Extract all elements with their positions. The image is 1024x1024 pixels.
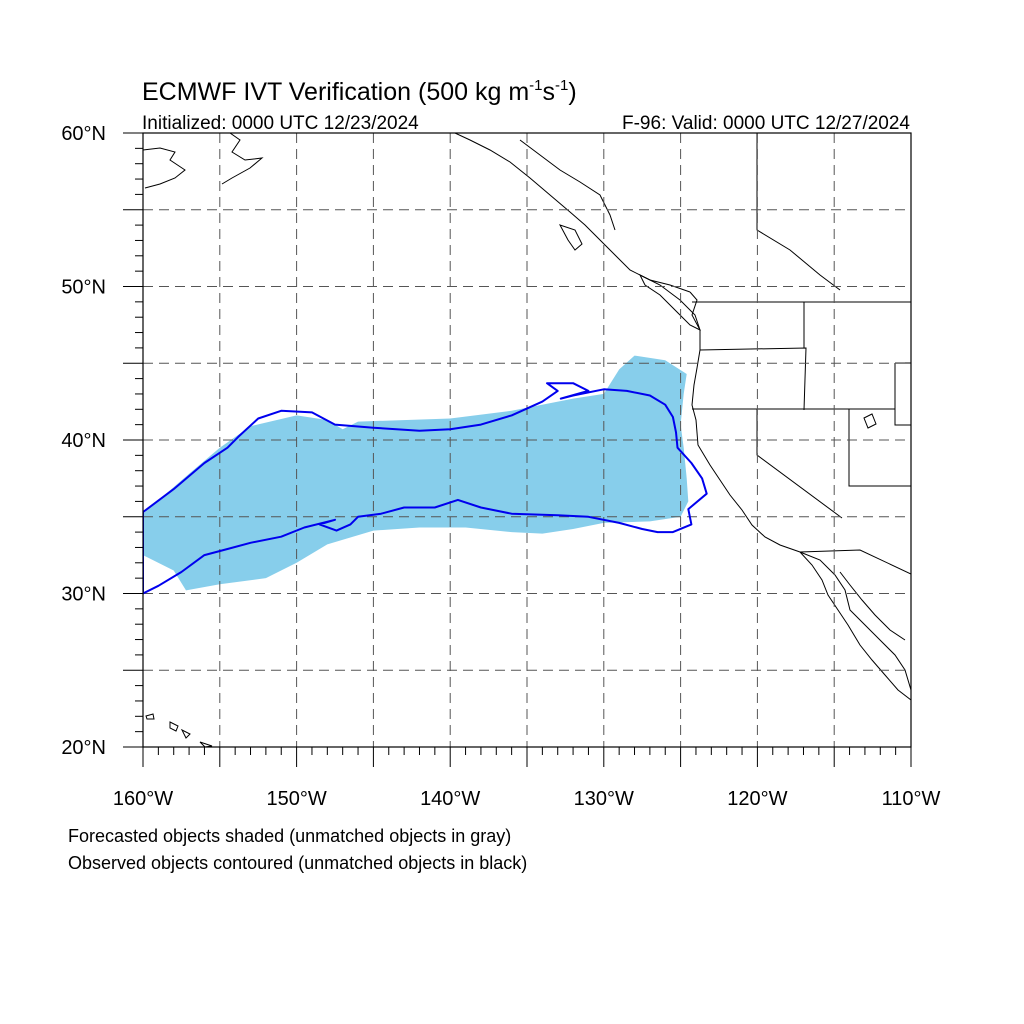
lon-label: 140°W [420,788,480,810]
alaska-peninsula-coast [221,133,264,185]
alaska-coast [143,147,186,189]
coastlines-and-borders [143,133,911,747]
lon-label: 110°W [882,788,941,810]
hawaii-islands [145,713,213,747]
lon-label: 160°W [113,788,173,810]
figure-title: ECMWF IVT Verification (500 kg m-1s-1) [142,77,577,106]
valid-time-subtitle: F-96: Valid: 0000 UTC 12/27/2024 [622,113,910,134]
init-time-subtitle: Initialized: 0000 UTC 12/23/2024 [142,113,419,134]
observed-object-contour [143,382,708,595]
canada-province-border [756,133,841,291]
lon-label: 120°W [727,788,787,810]
us-west-coast [689,291,911,691]
lon-label: 130°W [574,788,634,810]
lat-label: 60°N [61,123,106,145]
washington-oregon-border [699,347,807,411]
gulf-of-california [839,571,906,641]
observed-caption: Observed objects contoured (unmatched ob… [68,853,528,873]
lat-lon-grid [143,133,911,747]
us-mexico-border [799,549,911,575]
lat-label: 40°N [61,430,106,452]
baja-west-coast [799,551,911,701]
longitude-labels: 160°W 150°W 140°W 130°W 120°W 110°W [113,788,941,810]
montana-border [894,362,911,426]
bc-coast-inner [519,139,616,231]
lat-label: 20°N [61,737,106,759]
axis-ticks [123,132,912,767]
panhandle-coast [454,133,691,293]
haida-gwaii [558,224,583,251]
california-nevada-border [756,409,843,519]
lon-label: 150°W [266,788,326,810]
lat-label: 30°N [61,584,106,606]
map-area [143,133,911,747]
nevada-utah-border [848,409,911,487]
latitude-labels: 60°N 50°N 40°N 30°N 20°N [61,123,106,759]
forecast-caption: Forecasted objects shaded (unmatched obj… [68,826,512,846]
forecast-object-shaded [143,355,689,591]
great-salt-lake [863,413,877,429]
vancouver-island [638,273,701,331]
lat-label: 50°N [61,277,106,299]
